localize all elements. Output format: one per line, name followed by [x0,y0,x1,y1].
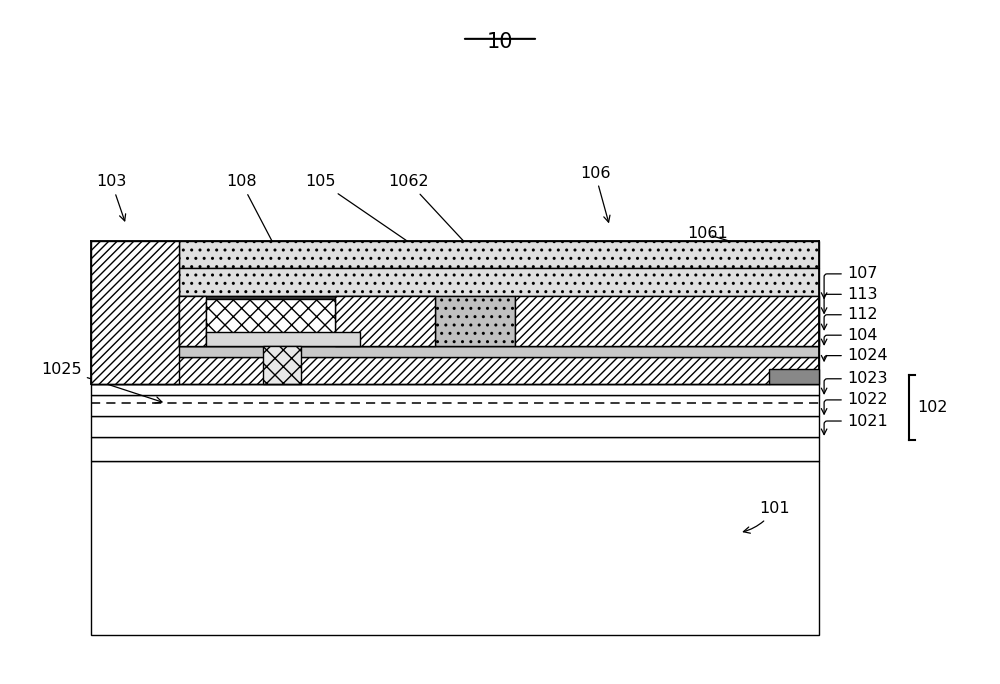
Text: 1061: 1061 [687,226,728,241]
Bar [206,332,360,346]
Bar [179,268,819,296]
Bar [91,346,819,357]
Bar [91,437,819,461]
Text: 105: 105 [306,174,452,272]
Bar [91,357,819,384]
Bar [515,296,819,346]
Text: 108: 108 [226,174,284,263]
Text: 1023: 1023 [847,371,888,386]
Bar [435,296,515,346]
Text: 113: 113 [847,287,878,302]
Bar [91,384,819,395]
Bar [769,369,819,384]
Bar [91,461,819,635]
Bar [179,241,819,268]
Bar [91,241,179,384]
Text: 102: 102 [917,400,947,415]
Bar [179,296,435,346]
Text: 10: 10 [487,32,513,52]
Bar [179,296,206,346]
Bar [91,416,819,437]
Text: 1062: 1062 [388,174,472,250]
Bar [91,296,819,346]
Text: 1025: 1025 [41,362,162,403]
Bar [335,296,435,346]
Bar [91,395,819,416]
Text: 112: 112 [847,307,878,322]
Text: 101: 101 [743,501,790,534]
Text: 1024: 1024 [847,348,888,363]
Text: 106: 106 [580,166,610,222]
Text: 1022: 1022 [847,393,888,408]
Text: 103: 103 [96,174,126,221]
Bar [206,299,335,335]
Text: 104: 104 [847,328,878,343]
Bar [263,346,301,384]
Text: 107: 107 [847,266,878,281]
Text: 1021: 1021 [847,414,888,428]
